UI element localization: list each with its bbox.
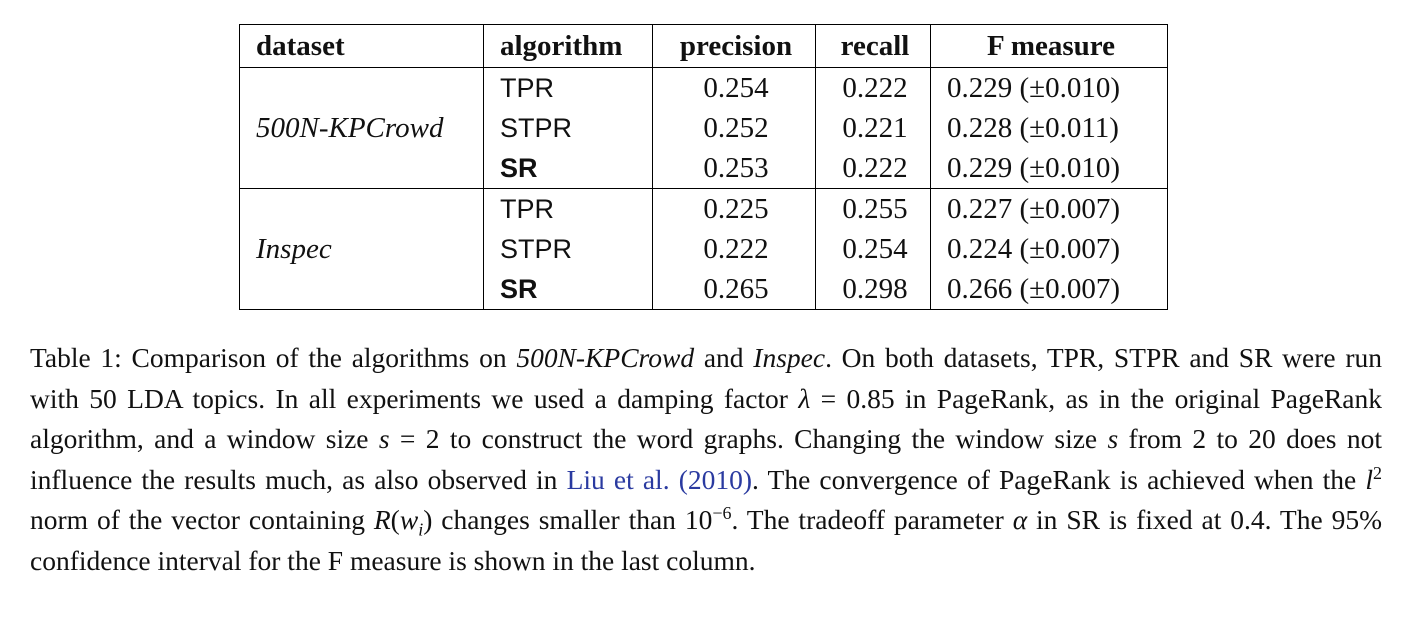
f-measure-cell: 0.229 (±0.010) bbox=[930, 67, 1168, 108]
dataset-label: Inspec bbox=[239, 188, 484, 310]
caption-dataset-name: Inspec bbox=[753, 342, 826, 373]
caption-text: in SR is fixed at 0.4. The 95% confidenc… bbox=[30, 504, 1382, 576]
algorithm-cell: TPR bbox=[483, 67, 653, 108]
caption-text: . On both datasets, TPR, STPR and SR wer… bbox=[30, 342, 1382, 414]
caption-math-symbol: s bbox=[378, 423, 390, 454]
table-row: STPR 0.252 0.221 0.228 (±0.011) bbox=[240, 108, 1168, 148]
f-measure-cell: 0.228 (±0.011) bbox=[930, 108, 1168, 148]
caption-text: Table 1: Comparison of the algorithms on bbox=[30, 342, 517, 373]
caption-text: norm of the vector containing bbox=[30, 504, 374, 535]
caption-text: = 2 to construct the word graphs. Changi… bbox=[389, 423, 1108, 454]
recall-cell: 0.255 bbox=[815, 188, 931, 229]
caption-math-symbol: R bbox=[373, 504, 391, 535]
algorithm-cell: STPR bbox=[483, 108, 653, 148]
caption-math-symbol: l bbox=[1365, 463, 1373, 495]
caption-text: from 2 to 20 does not influence the resu… bbox=[30, 423, 1382, 495]
caption-math-symbol: α bbox=[1012, 504, 1028, 535]
algorithm-cell: TPR bbox=[483, 188, 653, 229]
precision-cell: 0.253 bbox=[652, 148, 816, 189]
precision-cell: 0.252 bbox=[652, 108, 816, 148]
citation-link[interactable]: Liu et al. (2010) bbox=[566, 463, 753, 495]
algorithm-cell: STPR bbox=[483, 229, 653, 269]
precision-cell: 0.265 bbox=[652, 269, 816, 310]
recall-cell: 0.221 bbox=[815, 108, 931, 148]
caption-text: ) changes smaller than 10 bbox=[423, 504, 713, 535]
f-measure-cell: 0.224 (±0.007) bbox=[930, 229, 1168, 269]
table-row: SR 0.253 0.222 0.229 (±0.010) bbox=[240, 148, 1168, 189]
precision-cell: 0.225 bbox=[652, 188, 816, 229]
f-measure-cell: 0.229 (±0.010) bbox=[930, 148, 1168, 189]
caption-text: = 0.85 in PageRank, as in the original P… bbox=[30, 382, 1382, 455]
table-row: STPR 0.222 0.254 0.224 (±0.007) bbox=[240, 229, 1168, 269]
caption-superscript: 2 bbox=[1373, 462, 1382, 483]
caption-dataset-name: 500N-KPCrowd bbox=[516, 342, 695, 373]
algorithm-cell: SR bbox=[483, 148, 653, 189]
header-f-measure: F measure bbox=[930, 24, 1168, 68]
dataset-label: 500N-KPCrowd bbox=[239, 67, 484, 189]
recall-cell: 0.222 bbox=[815, 67, 931, 108]
caption-text: . The convergence of PageRank is achieve… bbox=[752, 463, 1366, 495]
results-table: dataset algorithm precision recall F mea… bbox=[239, 24, 1168, 310]
caption-math-symbol: λ bbox=[798, 382, 811, 414]
caption-math-symbol: w bbox=[399, 504, 419, 535]
table-row: SR 0.265 0.298 0.266 (±0.007) bbox=[240, 269, 1168, 310]
header-recall: recall bbox=[815, 24, 931, 68]
f-measure-cell: 0.227 (±0.007) bbox=[930, 188, 1168, 229]
algorithm-cell: SR bbox=[483, 269, 653, 310]
header-algorithm: algorithm bbox=[483, 24, 653, 68]
header-precision: precision bbox=[652, 24, 816, 68]
precision-cell: 0.254 bbox=[652, 67, 816, 108]
caption-superscript: −6 bbox=[712, 502, 732, 523]
recall-cell: 0.222 bbox=[815, 148, 931, 189]
table-row: Inspec TPR 0.225 0.255 0.227 (±0.007) bbox=[239, 188, 1168, 310]
header-row: dataset algorithm precision recall F mea… bbox=[239, 24, 1168, 68]
header-dataset: dataset bbox=[239, 24, 484, 68]
precision-cell: 0.222 bbox=[652, 229, 816, 269]
caption-math-symbol: s bbox=[1107, 423, 1119, 454]
caption-text: and bbox=[694, 342, 754, 373]
caption-subscript: i bbox=[418, 519, 424, 540]
recall-cell: 0.254 bbox=[815, 229, 931, 269]
caption-text: . The tradeoff parameter bbox=[731, 504, 1013, 535]
caption-text: ( bbox=[390, 504, 400, 535]
table-caption: Table 1: Comparison of the algorithms on… bbox=[30, 338, 1382, 581]
table-row: 500N-KPCrowd TPR 0.254 0.222 0.229 (±0.0… bbox=[239, 67, 1168, 189]
recall-cell: 0.298 bbox=[815, 269, 931, 310]
f-measure-cell: 0.266 (±0.007) bbox=[930, 269, 1168, 310]
